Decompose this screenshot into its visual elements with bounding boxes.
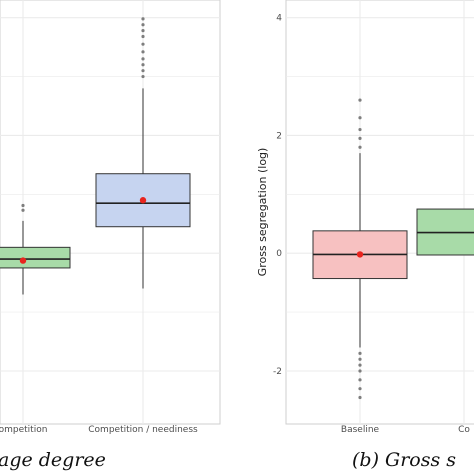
outlier-point (358, 116, 362, 120)
outlier-point (21, 203, 25, 208)
mean-point (19, 257, 27, 264)
y-tick-label: 4 (276, 14, 282, 24)
outlier-point (358, 98, 362, 102)
outlier-point (141, 69, 145, 73)
outlier-point (358, 363, 362, 367)
outlier-point (141, 23, 145, 27)
x-tick-label: Baseline (341, 425, 380, 435)
mean-point (139, 197, 147, 204)
panel-a-caption: age degree (0, 449, 106, 471)
outlier-point (358, 145, 362, 149)
panel-a-boxes (0, 17, 191, 295)
outlier-point (358, 351, 362, 355)
outlier-point (141, 50, 145, 54)
panel-b-boxes (312, 98, 474, 400)
panel-b-y-ticks: -2 0 2 4 (273, 14, 282, 377)
outlier-point (141, 29, 145, 33)
outlier-point (358, 395, 362, 400)
outlier-point (358, 387, 362, 391)
outlier-point (358, 136, 362, 140)
panel-b-caption: (b) Gross s (352, 449, 456, 471)
outlier-point (141, 17, 145, 21)
x-tick-label: Co (458, 425, 470, 435)
outlier-point (358, 357, 362, 361)
outlier-point (21, 208, 25, 212)
panel-a: ompetition Competition / neediness age d… (0, 0, 221, 471)
outlier-point (141, 63, 145, 67)
outlier-point (141, 42, 145, 46)
box (0, 246, 71, 269)
outlier-point (358, 127, 362, 132)
x-tick-label: ompetition (0, 425, 47, 435)
outlier-point (141, 57, 145, 61)
outlier-point (141, 74, 145, 79)
y-tick-label: 0 (276, 249, 282, 259)
outlier-point (141, 34, 145, 39)
y-axis-title: Gross segregation (log) (256, 148, 269, 277)
outlier-point (358, 369, 362, 373)
panel-b: -2 0 2 4 Gross segregation (log) Baseline C… (256, 0, 474, 471)
outlier-point (358, 378, 362, 382)
mean-point (356, 251, 364, 258)
y-tick-label: -2 (273, 367, 282, 377)
x-tick-label: Competition / neediness (88, 425, 198, 435)
y-tick-label: 2 (276, 131, 282, 141)
